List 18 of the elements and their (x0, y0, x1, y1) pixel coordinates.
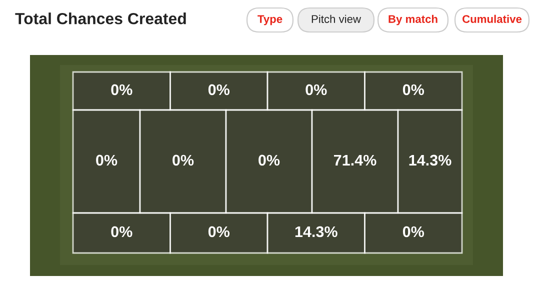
data-label: 0% (111, 84, 132, 96)
data-label: 0% (402, 226, 424, 238)
data-label: 0% (208, 84, 230, 96)
data-label: 71.4% (334, 154, 376, 166)
text: Pitch view (312, 14, 362, 23)
data-label: 0% (208, 226, 230, 238)
data-label: 0% (111, 226, 132, 238)
text: By match (388, 14, 438, 26)
text: Cumulative (462, 14, 522, 23)
data-label: 0% (172, 154, 194, 166)
data-label: 14.3% (295, 226, 338, 238)
text: Total Chances Created (15, 12, 186, 24)
data-label: 0% (306, 84, 327, 96)
data-label: 0% (258, 154, 280, 166)
data-label: 14.3% (409, 154, 452, 166)
text: Type (258, 15, 282, 26)
data-label: 0% (96, 154, 118, 166)
data-label: 0% (402, 84, 424, 96)
